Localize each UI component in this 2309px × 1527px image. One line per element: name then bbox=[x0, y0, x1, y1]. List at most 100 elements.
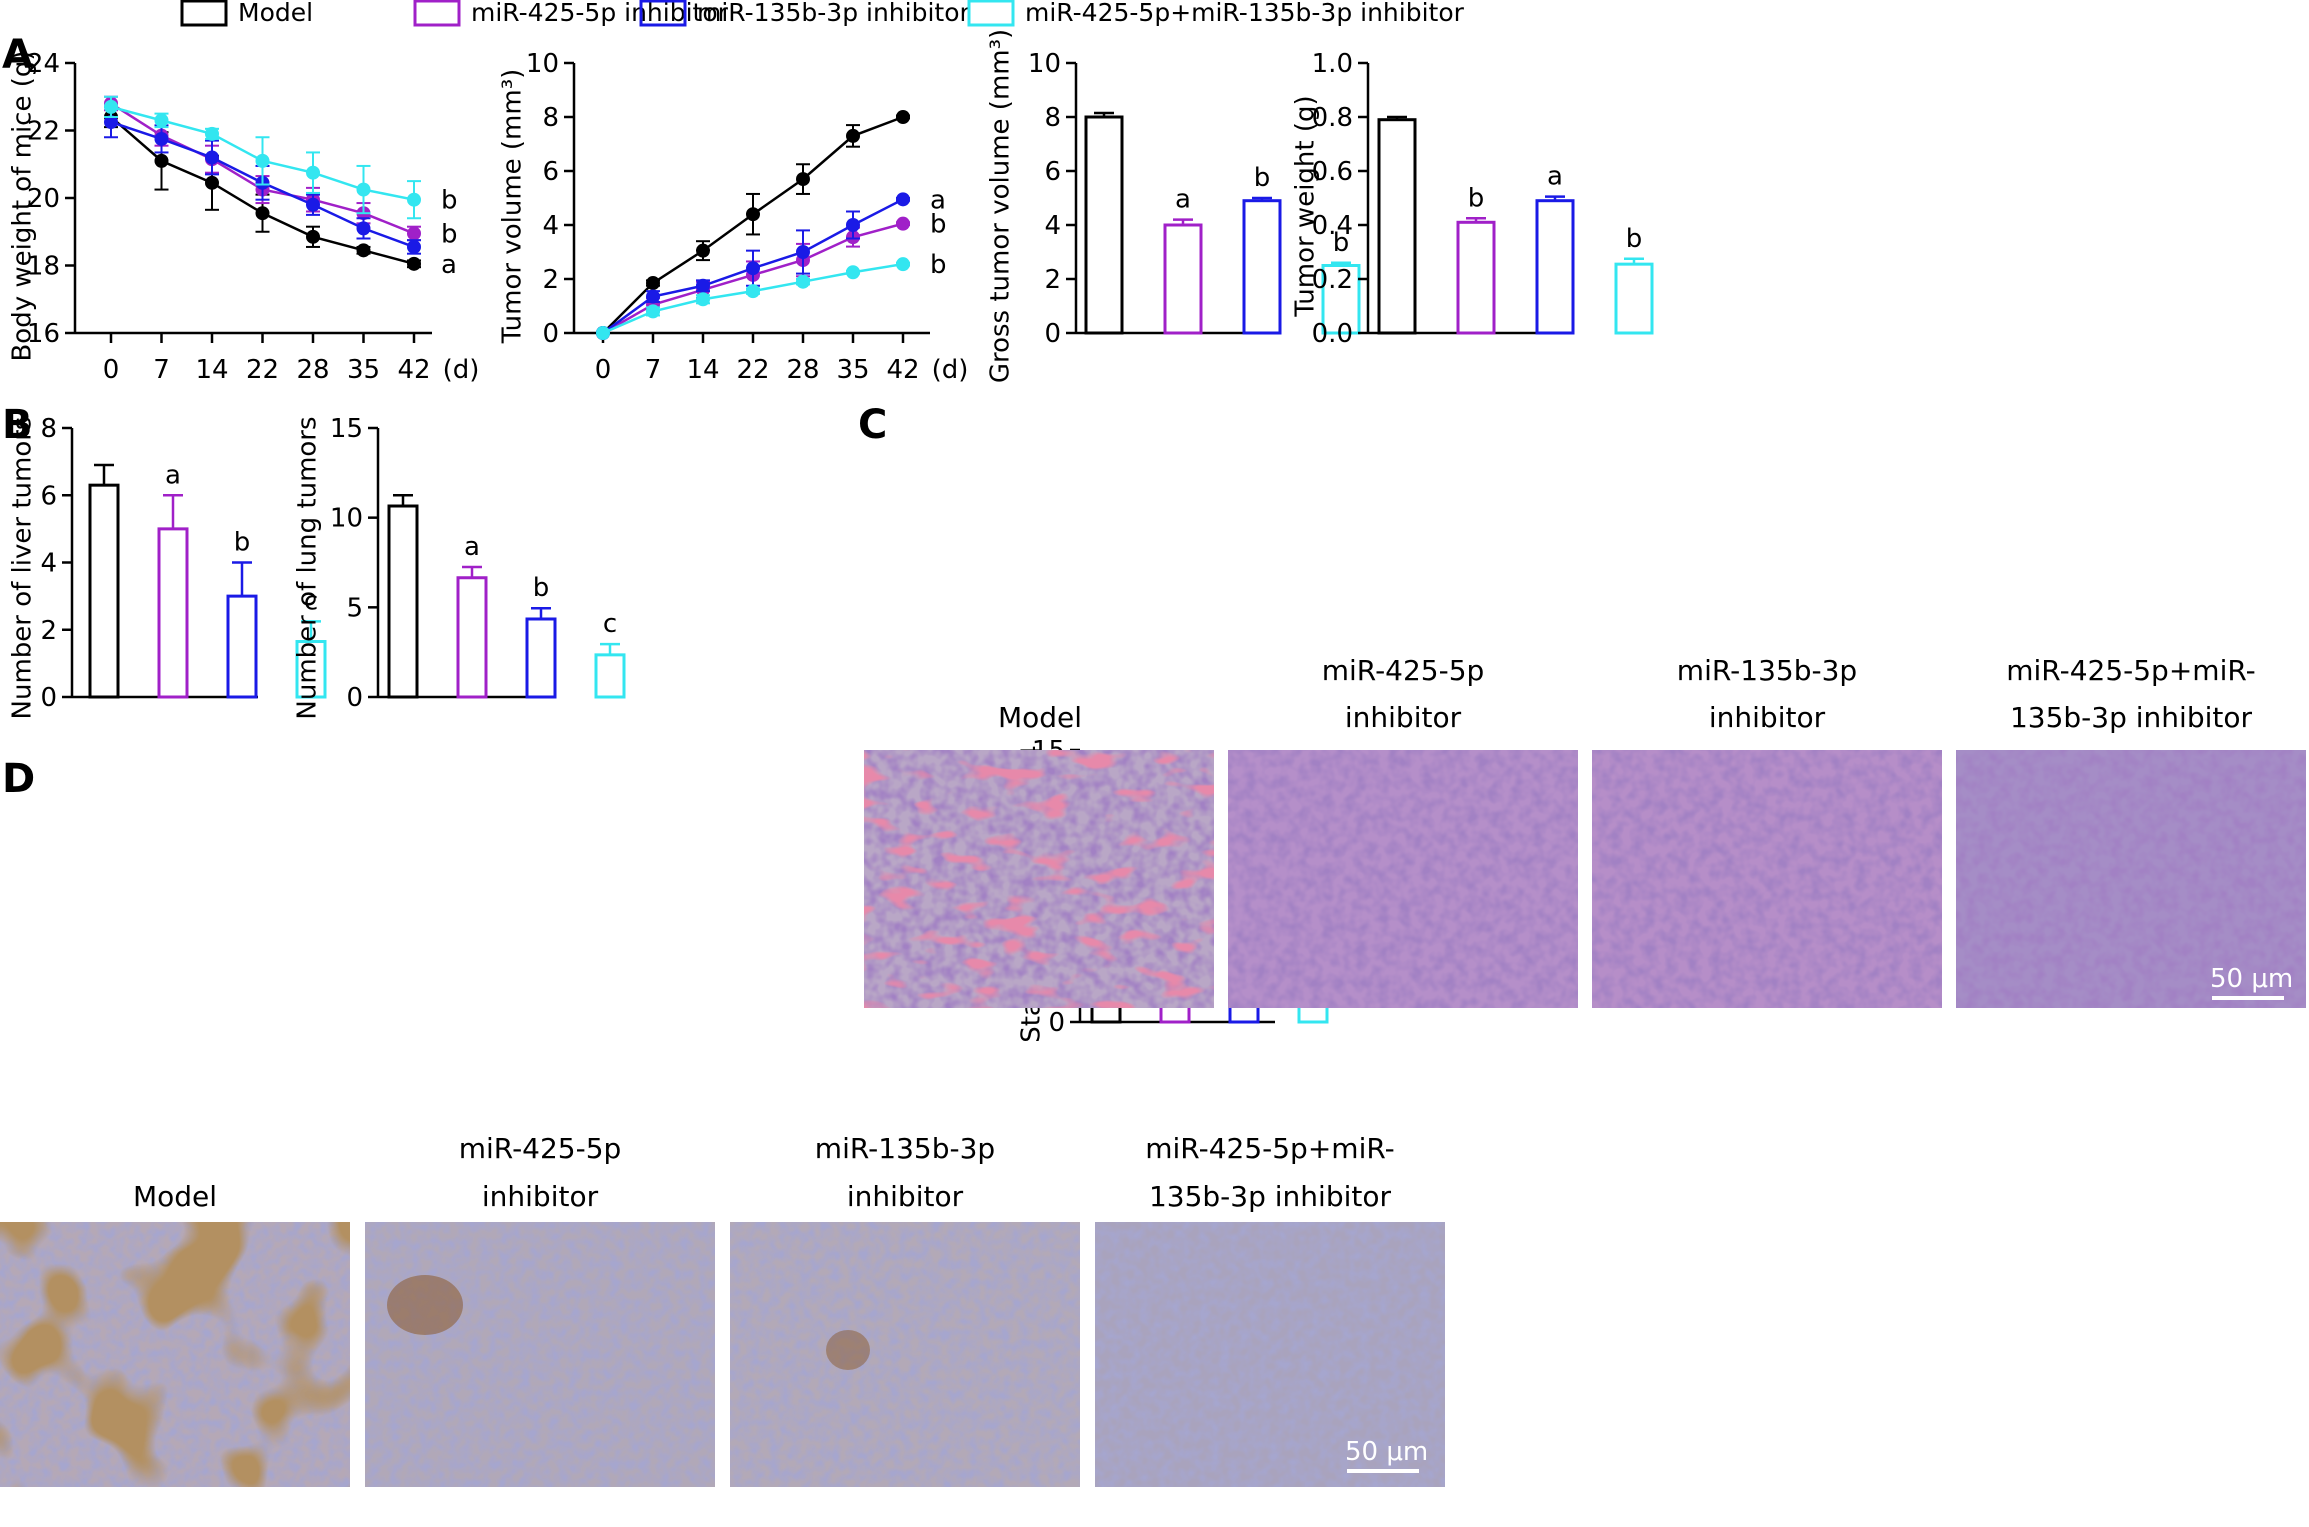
significance-label: a bbox=[930, 185, 946, 215]
bar bbox=[1535, 199, 1575, 335]
x-tick-label: 42 bbox=[886, 355, 919, 385]
data-point bbox=[255, 153, 270, 168]
x-tick-label: 14 bbox=[195, 355, 228, 385]
panel-label-d: D bbox=[2, 756, 35, 802]
y-tick-label: 8 bbox=[1044, 103, 1061, 133]
y-tick-label: 2 bbox=[542, 265, 559, 295]
data-point bbox=[646, 276, 660, 291]
legend-label-combined: miR-425-5p+miR-135b-3p inhibitor bbox=[1025, 0, 1465, 27]
x-tick-label: 28 bbox=[296, 355, 329, 385]
bar bbox=[88, 483, 120, 699]
panel-d-scale-label: 50 μm bbox=[1345, 1437, 1428, 1467]
bar bbox=[387, 504, 419, 699]
data-point bbox=[154, 153, 169, 168]
y-tick-label: 22 bbox=[27, 117, 60, 147]
he-image-model bbox=[864, 750, 1214, 1008]
x-axis-unit: (d) bbox=[932, 355, 969, 385]
panel-c-title-combined-l2: 135b-3p inhibitor bbox=[2010, 701, 2253, 734]
significance-label: b bbox=[441, 219, 458, 249]
data-point bbox=[896, 110, 910, 124]
y-tick-label: 20 bbox=[27, 184, 60, 214]
data-point bbox=[646, 304, 660, 319]
bar bbox=[1084, 115, 1124, 335]
y-tick-label: 6 bbox=[40, 481, 57, 511]
legend-item-model: Model bbox=[180, 0, 313, 27]
data-point bbox=[896, 216, 910, 231]
data-point bbox=[696, 243, 710, 258]
legend-item-mir425: miR-425-5p inhibitor bbox=[413, 0, 729, 27]
y-tick-label: 4 bbox=[542, 211, 559, 241]
panel-d-ihc: Model miR-425-5p inhibitor miR-135b-3p i… bbox=[0, 1132, 1445, 1487]
bar bbox=[1163, 223, 1203, 335]
y-tick-label: 1.0 bbox=[1312, 49, 1353, 79]
x-tick-label: 35 bbox=[836, 355, 869, 385]
bar bbox=[226, 594, 258, 699]
y-tick-label: 15 bbox=[330, 414, 363, 444]
legend: Model miR-425-5p inhibitor miR-135b-3p i… bbox=[180, 0, 1465, 27]
y-tick-label: 0.0 bbox=[1312, 319, 1353, 349]
x-tick-label: 42 bbox=[397, 355, 430, 385]
bar bbox=[456, 576, 488, 699]
legend-swatch-mir425 bbox=[413, 0, 461, 27]
bar bbox=[1321, 264, 1361, 335]
y-tick-label: 10 bbox=[1028, 49, 1061, 79]
legend-label-model: Model bbox=[238, 0, 313, 27]
data-point bbox=[407, 239, 421, 254]
ihc-image-mir135b bbox=[730, 1222, 1080, 1487]
y-tick-label: 4 bbox=[1044, 211, 1061, 241]
he-image-mir425 bbox=[1228, 750, 1578, 1008]
y-tick-label: 16 bbox=[27, 319, 60, 349]
x-tick-label: 0 bbox=[595, 355, 612, 385]
x-tick-label: 7 bbox=[645, 355, 662, 385]
y-axis-label: Gross tumor volume (mm³) bbox=[986, 29, 1016, 383]
y-tick-label: 0 bbox=[1044, 319, 1061, 349]
y-tick-label: 0.6 bbox=[1312, 157, 1353, 187]
y-tick-label: 0.8 bbox=[1312, 103, 1353, 133]
data-point bbox=[796, 245, 810, 259]
y-tick-label: 2 bbox=[40, 616, 57, 646]
significance-label: a bbox=[165, 460, 181, 490]
panel-c-histology: Model miR-425-5p inhibitor miR-135b-3p i… bbox=[864, 654, 2306, 1008]
data-point bbox=[255, 206, 270, 221]
he-image-mir135b bbox=[1592, 750, 1942, 1008]
x-tick-label: 7 bbox=[153, 355, 170, 385]
y-tick-label: 10 bbox=[330, 504, 363, 534]
y-tick-label: 8 bbox=[40, 414, 57, 444]
legend-label-mir135b: miR-135b-3p inhibitor bbox=[697, 0, 971, 27]
legend-item-combined: miR-425-5p+miR-135b-3p inhibitor bbox=[967, 0, 1465, 27]
panel-c-title-combined-l1: miR-425-5p+miR- bbox=[2006, 654, 2256, 687]
significance-label: a bbox=[441, 250, 457, 280]
significance-label: a bbox=[464, 532, 480, 562]
x-tick-label: 22 bbox=[736, 355, 769, 385]
legend-swatch-mir135b bbox=[639, 0, 687, 27]
data-point bbox=[306, 197, 320, 212]
data-point bbox=[696, 278, 710, 293]
gross-tumor-volume-chart: 0 2 4 6 8 10 Gross tumor volume (mm³) a b b bbox=[986, 29, 1361, 383]
panel-label-b: B bbox=[2, 402, 33, 448]
panel-d-title-combined-l2: 135b-3p inhibitor bbox=[1149, 1180, 1392, 1213]
panel-c-title-model: Model bbox=[998, 701, 1082, 734]
x-axis-unit: (d) bbox=[443, 355, 480, 385]
y-tick-label: 6 bbox=[1044, 157, 1061, 187]
y-axis-label: Number of lung tumors bbox=[293, 416, 323, 719]
data-point bbox=[646, 289, 660, 304]
data-point bbox=[746, 261, 760, 276]
bar bbox=[157, 527, 189, 699]
data-point bbox=[796, 274, 810, 289]
panel-c-title-mir135b-l2: inhibitor bbox=[1709, 701, 1826, 734]
significance-label: a bbox=[1547, 162, 1563, 192]
panel-d-title-mir425-l2: inhibitor bbox=[482, 1180, 599, 1213]
ihc-image-mir425 bbox=[365, 1222, 715, 1487]
data-point bbox=[596, 326, 610, 340]
legend-label-mir425: miR-425-5p inhibitor bbox=[471, 0, 729, 27]
panel-d-title-combined-l1: miR-425-5p+miR- bbox=[1145, 1132, 1395, 1165]
legend-item-mir135b: miR-135b-3p inhibitor bbox=[639, 0, 971, 27]
y-tick-label: 24 bbox=[27, 49, 60, 79]
significance-label: b bbox=[1254, 163, 1271, 193]
data-point bbox=[205, 126, 219, 141]
panel-d-title-mir135b-l2: inhibitor bbox=[847, 1180, 964, 1213]
